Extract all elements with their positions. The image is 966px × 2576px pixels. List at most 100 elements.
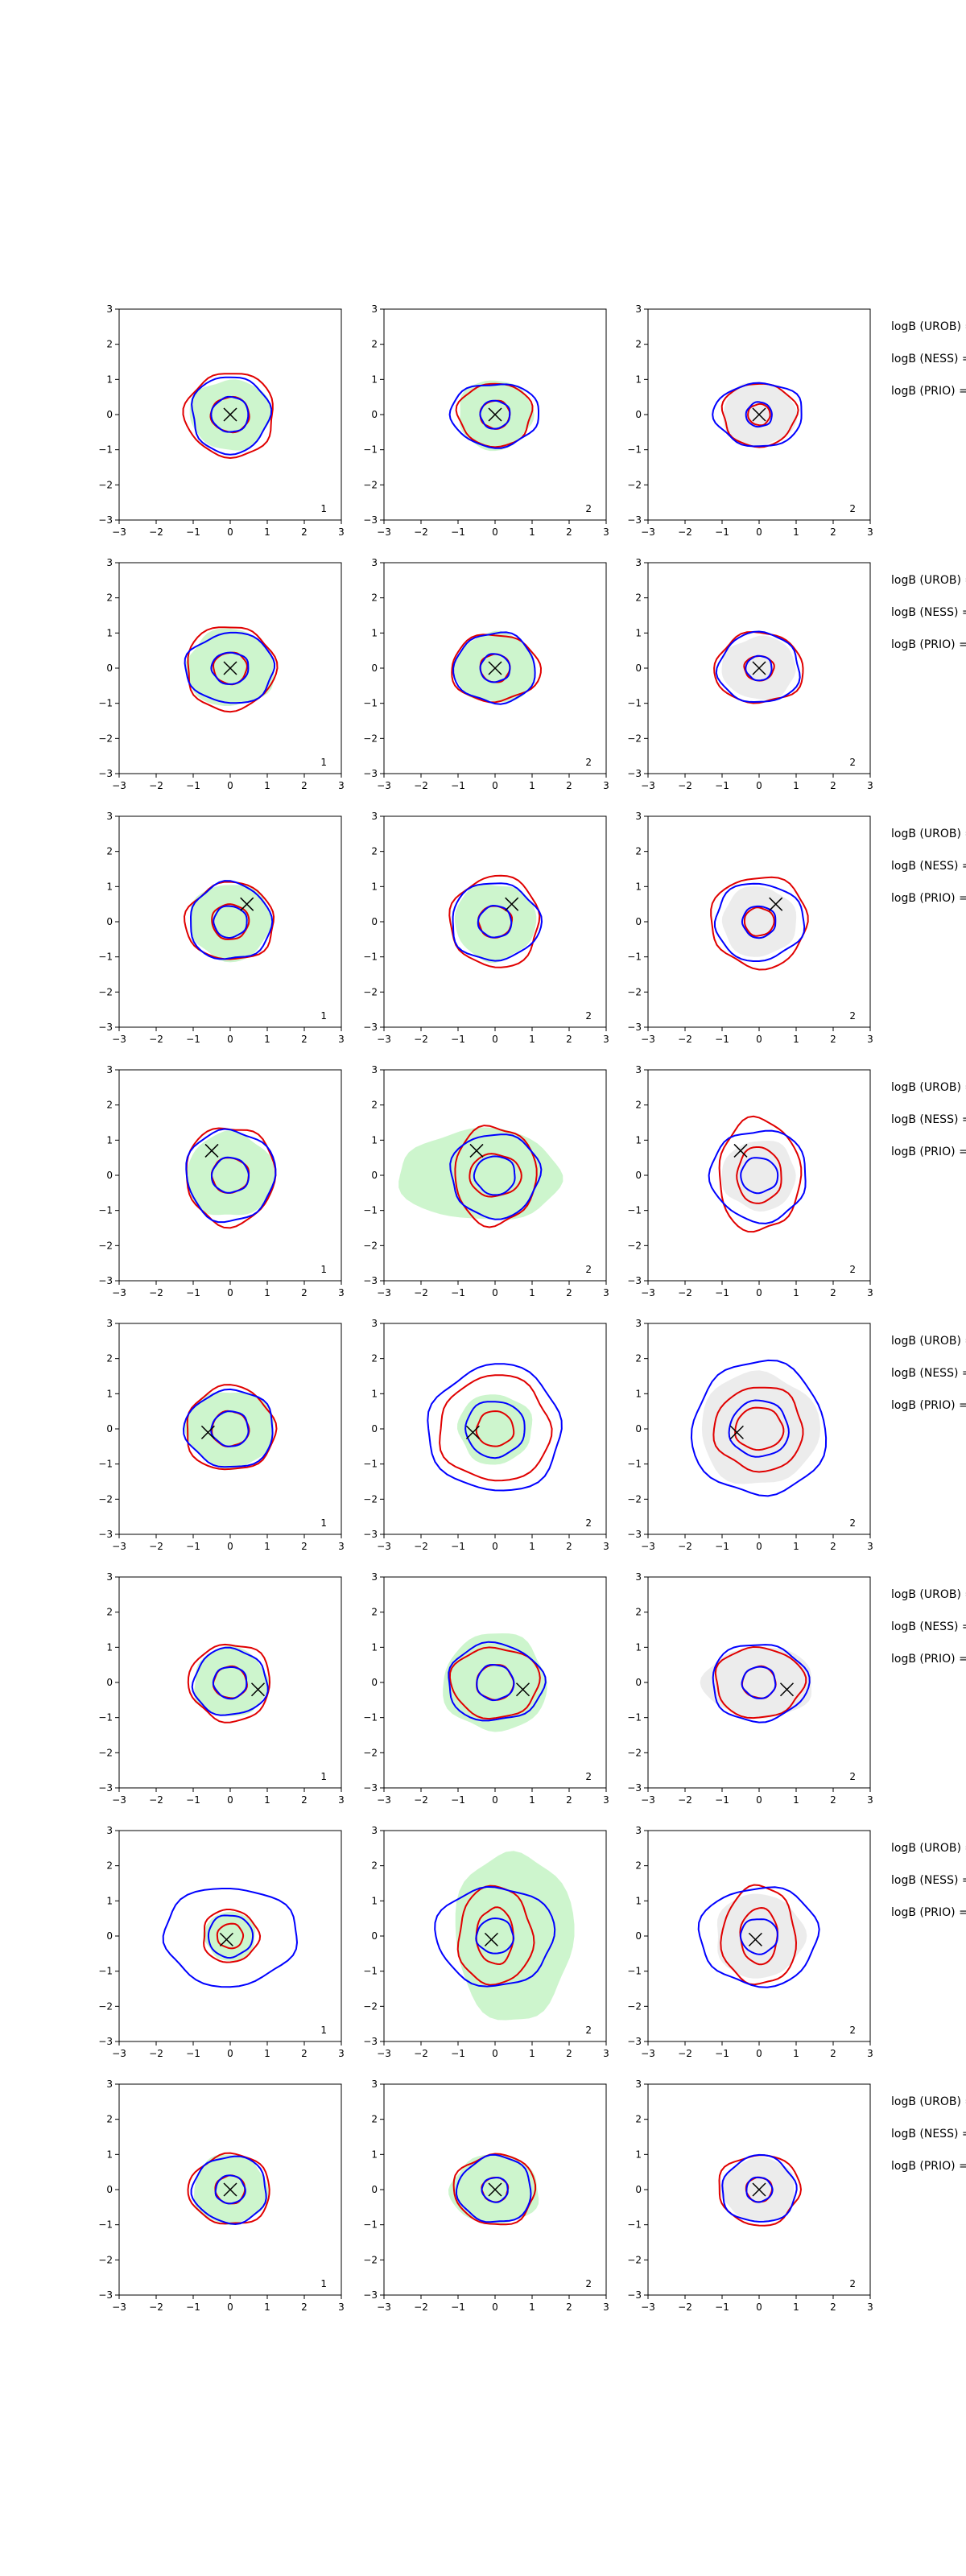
blue-contour-1 [464,1401,526,1459]
red-contour-2 [712,1386,804,1473]
y-tick-label: −3 [363,1782,378,1794]
y-tick-label: −3 [98,1782,113,1794]
density-fill [186,1129,275,1216]
x-tick-label: 3 [867,1287,873,1298]
x-tick-label: −2 [149,526,163,538]
red-contour-2 [183,881,275,960]
x-tick-label: 1 [529,1034,535,1045]
blue-contour-2 [448,1641,547,1722]
y-tick-label: 3 [106,1318,113,1329]
blue-contour-1 [739,1918,778,1955]
red-contour-1 [734,1406,785,1451]
x-tick-label: 3 [603,2301,609,2313]
y-tick-label: 0 [371,1170,378,1181]
x-tick-label: −1 [451,1287,465,1298]
y-tick-label: −3 [363,768,378,779]
panel-r7-c1: −3 −2 −1 0 1 2 3 −3 −2 −1 0 1 2 3 1 [98,1825,345,2059]
x-tick-label: 1 [793,2301,799,2313]
y-tick-label: 3 [106,811,113,822]
y-tick-label: 3 [371,2079,378,2090]
y-tick-label: −2 [363,1493,378,1505]
x-tick-label: 1 [529,1287,535,1298]
x-tick-label: 3 [338,780,345,791]
logb-label: logB (PRIO) = [891,638,966,651]
red-contour-2 [718,1115,803,1233]
y-tick-label: −3 [363,1022,378,1033]
y-tick-label: −1 [363,444,378,456]
density-fill [716,1893,807,1979]
red-contour-1 [743,906,775,937]
x-tick-label: 2 [301,2301,308,2313]
y-tick-label: 2 [371,2114,378,2125]
x-tick-label: −3 [377,1287,391,1298]
red-contour-2 [710,876,809,971]
y-tick-label: −2 [363,2254,378,2265]
red-contour-2 [451,634,543,704]
y-tick-label: 2 [635,1100,642,1111]
x-tick-label: −3 [641,1794,655,1806]
y-tick-label: 1 [371,881,378,892]
x-tick-label: 2 [566,1034,572,1045]
x-tick-label: −3 [377,2048,391,2059]
y-tick-label: 3 [635,811,642,822]
y-tick-label: 0 [106,409,113,420]
y-tick-label: 2 [106,339,113,350]
panel-r1-c2: −3 −2 −1 0 1 2 3 −3 −2 −1 0 1 2 3 2 [363,303,609,538]
y-tick-label: 2 [635,1607,642,1618]
y-tick-label: −3 [98,1529,113,1540]
y-tick-label: 0 [106,2184,113,2195]
x-tick-label: 0 [492,1287,498,1298]
x-tick-label: 2 [301,1541,308,1552]
red-contour-2 [456,1885,535,1986]
x-tick-label: −1 [451,1541,465,1552]
x-marker [748,1932,762,1946]
y-tick-label: 1 [635,374,642,385]
y-tick-label: 2 [106,1860,113,1872]
y-tick-label: 0 [371,2184,378,2195]
y-tick-label: 1 [635,1895,642,1906]
red-contour-2 [187,626,279,713]
blue-contour-1 [477,904,513,939]
logb-label: logB (UROB) = [891,1588,966,1601]
logb-label: logB (UROB) = [891,320,966,333]
x-tick-label: 2 [830,1287,836,1298]
x-marker [223,661,237,675]
x-tick-label: 3 [338,1287,345,1298]
y-tick-label: 1 [106,1388,113,1399]
y-tick-label: 0 [106,1930,113,1942]
y-tick-label: 1 [635,627,642,638]
y-tick-label: −3 [627,768,642,779]
x-marker [219,1932,233,1946]
blue-contour-2 [427,1363,563,1492]
y-tick-label: 1 [106,1895,113,1906]
x-tick-label: 2 [301,2048,308,2059]
panel-label: 2 [585,503,592,514]
y-tick-label: 1 [106,1134,113,1146]
x-tick-label: 0 [492,2048,498,2059]
x-tick-label: −2 [149,1034,163,1045]
x-tick-label: 1 [793,1794,799,1806]
x-tick-label: 0 [227,1287,233,1298]
density-fill [721,886,797,957]
x-tick-label: 1 [264,780,270,791]
blue-contour-2 [714,882,806,962]
logb-label: logB (UROB) = [891,574,966,587]
y-tick-label: −2 [98,1240,113,1251]
x-tick-label: 3 [867,780,873,791]
blue-contour-2 [712,382,803,448]
x-tick-label: 1 [793,1287,799,1298]
x-marker [729,1425,744,1439]
x-tick-label: 0 [756,780,762,791]
red-contour-2 [182,373,274,460]
x-tick-label: −2 [414,1034,428,1045]
x-tick-label: −2 [149,2301,163,2313]
y-tick-label: −3 [627,1022,642,1033]
panel-label: 2 [849,1517,856,1529]
x-tick-label: 0 [756,1034,762,1045]
panel-r6-c2: −3 −2 −1 0 1 2 3 −3 −2 −1 0 1 2 3 2 [363,1571,609,1806]
logb-label: logB (NESS) = [891,1367,966,1380]
y-tick-label: −2 [98,1747,113,1758]
red-contour-1 [211,903,250,940]
x-tick-label: 3 [603,1794,609,1806]
panel-label: 2 [585,2278,592,2289]
